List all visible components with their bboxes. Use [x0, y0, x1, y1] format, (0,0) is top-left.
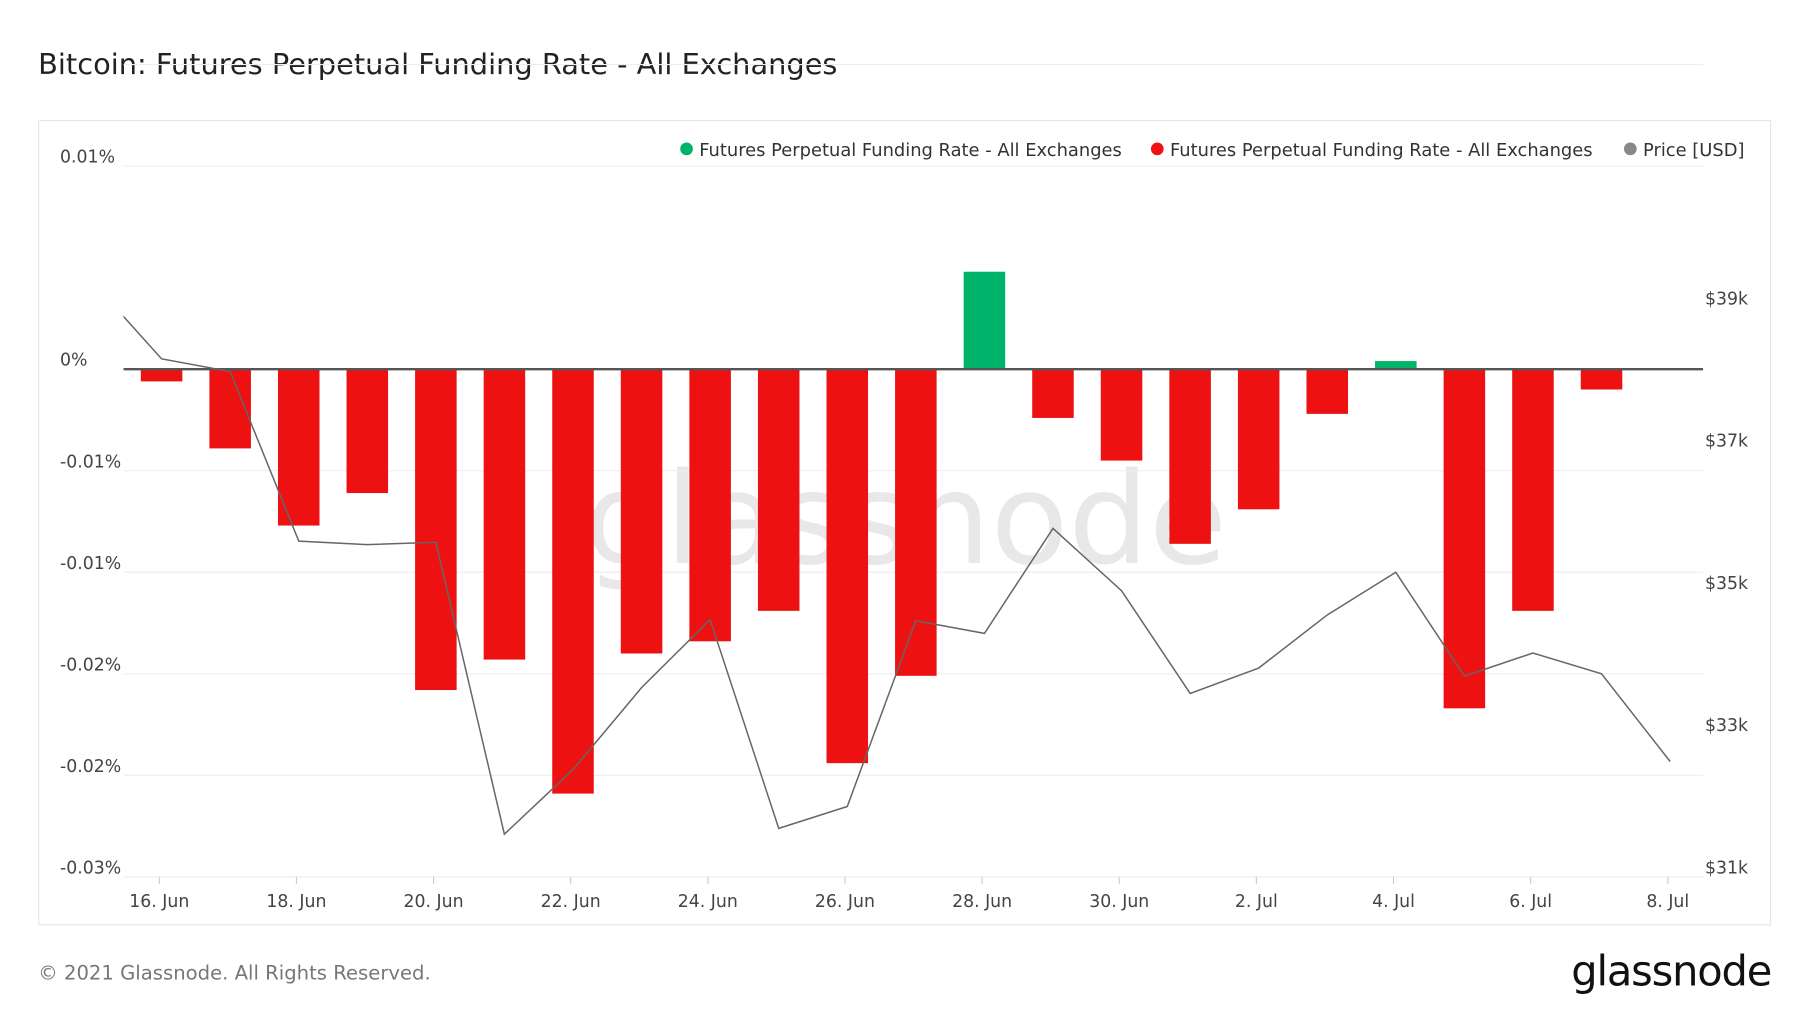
bar-24-jun [689, 369, 731, 642]
x-tick-label: 22. Jun [541, 892, 601, 912]
legend-dot-icon [680, 142, 693, 156]
y-right-tick-label: $31k [1705, 858, 1748, 878]
copyright: © 2021 Glassnode. All Rights Reserved. [38, 962, 431, 985]
x-tick-label: 18. Jun [266, 892, 326, 912]
bar-27-jun [895, 369, 937, 676]
bar-23-jun [620, 369, 663, 654]
x-tick-label: 26. Jun [815, 892, 875, 912]
bar-4-jul [1375, 361, 1417, 370]
bar-7-jul [1580, 369, 1623, 390]
bar-28-jun [963, 271, 1006, 370]
bar-3-jul [1306, 369, 1349, 414]
x-tick-label: 30. Jun [1089, 892, 1149, 912]
bar-2-jul [1237, 369, 1280, 510]
price-line [123, 315, 1671, 836]
y-left-tick-label: -0.01% [60, 554, 121, 574]
y-right-tick-label: $33k [1705, 716, 1748, 736]
legend-label: Price [USD] [1643, 140, 1744, 161]
glassnode-logo: glassnode [1571, 946, 1771, 995]
bar-25-jun [757, 369, 800, 611]
x-tick-label: 4. Jul [1372, 892, 1415, 912]
x-tick-label: 16. Jun [129, 892, 189, 912]
legend-dot-icon [1150, 142, 1164, 156]
bar-5-jul [1443, 369, 1486, 709]
bar-29-jun [1032, 369, 1074, 418]
y-left-tick-label: 0% [60, 351, 87, 371]
bar-16-jun [140, 369, 183, 382]
y-left-tick-label: -0.02% [60, 655, 121, 675]
bar-17-jun [209, 369, 251, 449]
x-tick-label: 20. Jun [404, 892, 464, 912]
y-left-tick-label: -0.03% [60, 858, 121, 878]
y-right-tick-label: $37k [1705, 432, 1748, 452]
y-right-tick-label: $39k [1705, 289, 1748, 309]
bar-30-jun [1100, 369, 1143, 461]
bar-6-jul [1512, 369, 1554, 611]
bar-19-jun [346, 369, 389, 494]
bar-18-jun [277, 369, 320, 526]
bar-20-jun [415, 369, 457, 691]
legend-item[interactable]: Price [USD] [1623, 140, 1744, 161]
y-left-tick-label: -0.02% [60, 757, 121, 777]
bar-21-jun [483, 369, 526, 660]
legend-label: Futures Perpetual Funding Rate - All Exc… [1170, 140, 1593, 161]
chart-title: Bitcoin: Futures Perpetual Funding Rate … [38, 47, 837, 81]
x-tick-label: 6. Jul [1509, 892, 1552, 912]
x-tick-label: 2. Jul [1235, 892, 1278, 912]
legend-label: Futures Perpetual Funding Rate - All Exc… [699, 140, 1122, 161]
y-left-tick-label: -0.01% [60, 452, 121, 472]
bar-22-jun [552, 369, 594, 794]
x-tick-label: 24. Jun [678, 892, 738, 912]
legend-item[interactable]: Futures Perpetual Funding Rate - All Exc… [680, 140, 1122, 161]
y-right-tick-label: $35k [1705, 574, 1748, 594]
x-tick-label: 8. Jul [1646, 892, 1689, 912]
y-left-tick-label: 0.01% [60, 148, 115, 168]
bar-26-jun [826, 369, 869, 764]
legend-item[interactable]: Futures Perpetual Funding Rate - All Exc… [1150, 140, 1593, 161]
legend-dot-icon [1623, 142, 1637, 156]
x-tick-label: 28. Jun [952, 892, 1012, 912]
bar-1-jul [1169, 369, 1211, 544]
